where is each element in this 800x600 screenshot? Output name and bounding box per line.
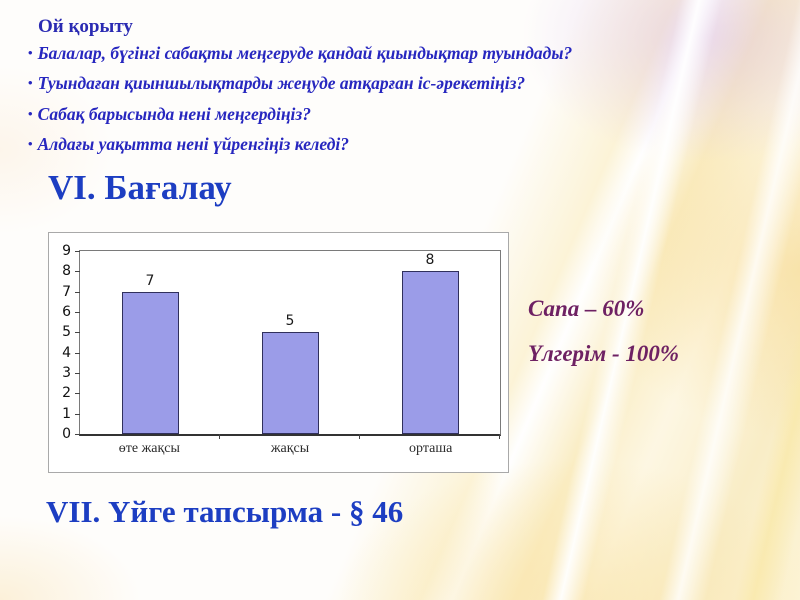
bullet-text: Алдағы уақытта нені үйренгіңіз келеді? bbox=[37, 133, 350, 154]
section-heading-bagalau: VI. Бағалау bbox=[48, 168, 232, 207]
x-category-label: жақсы bbox=[270, 441, 310, 456]
section-heading-homework: VII. Үйге тапсырма - § 46 bbox=[46, 494, 404, 529]
y-tick-label: 8 bbox=[62, 263, 71, 280]
bar bbox=[261, 332, 319, 434]
chart-plot-wrap: 0 1 2 3 4 5 6 7 8 9 7 5 8 bbox=[62, 243, 501, 442]
bar bbox=[121, 291, 179, 434]
y-tick-mark bbox=[75, 271, 80, 273]
y-tick-mark bbox=[75, 413, 80, 415]
bar-value-label: 5 bbox=[285, 313, 295, 330]
y-tick-label: 2 bbox=[62, 385, 71, 402]
bullet-text: Туындаған қиыншылықтарды жеңуде атқарған… bbox=[37, 73, 526, 94]
bullet-icon: • bbox=[28, 135, 33, 151]
y-tick-label: 4 bbox=[62, 344, 71, 361]
x-tick-mark bbox=[499, 434, 500, 439]
y-tick-label: 0 bbox=[62, 426, 71, 442]
y-tick-label: 3 bbox=[62, 365, 71, 382]
bar-group: 7 bbox=[80, 251, 220, 439]
chart-x-axis-labels: өте жақсы жақсы орташа bbox=[79, 441, 501, 457]
bar bbox=[401, 271, 459, 434]
y-tick-mark bbox=[75, 251, 80, 252]
bullet-icon: • bbox=[28, 75, 33, 91]
bar-value-label: 8 bbox=[425, 252, 435, 269]
progress-stat: Үлгерім - 100% bbox=[528, 341, 680, 366]
quality-stat: Сапа – 60% bbox=[528, 296, 645, 321]
y-tick-mark bbox=[75, 332, 80, 334]
bar-group: 5 bbox=[220, 251, 360, 439]
bullet-item: • Сабақ барысында нені меңгердіңіз? bbox=[28, 103, 698, 124]
bullet-text: Балалар, бүгінгі сабақты меңгеруде қанда… bbox=[37, 43, 573, 63]
x-category-label: өте жақсы bbox=[118, 441, 180, 456]
bar-value-label: 7 bbox=[145, 272, 155, 289]
bullet-item: • Балалар, бүгінгі сабақты меңгеруде қанд… bbox=[28, 43, 698, 63]
bullet-text: Сабақ барысында нені меңгердіңіз? bbox=[37, 103, 311, 124]
y-tick-mark bbox=[75, 373, 80, 375]
y-tick-mark bbox=[75, 393, 80, 395]
y-tick-mark bbox=[75, 434, 80, 435]
x-tick-mark bbox=[219, 434, 220, 439]
question-bullet-list: • Балалар, бүгінгі сабақты меңгеруде қанд… bbox=[28, 43, 698, 165]
y-tick-label: 5 bbox=[62, 324, 71, 341]
y-tick-label: 9 bbox=[62, 243, 71, 259]
bullet-item: • Алдағы уақытта нені үйренгіңіз келеді? bbox=[28, 133, 698, 154]
evaluation-bar-chart: 0 1 2 3 4 5 6 7 8 9 7 5 8 өте жақсы жақсы орташа bbox=[48, 232, 509, 473]
bullet-icon: • bbox=[28, 105, 33, 121]
y-tick-mark bbox=[75, 291, 80, 293]
stats-block: Сапа – 60% Үлгерім - 100% bbox=[528, 296, 679, 386]
chart-plot-area: 0 1 2 3 4 5 6 7 8 9 7 5 8 bbox=[62, 243, 501, 442]
y-tick-label: 7 bbox=[62, 283, 71, 300]
y-tick-mark bbox=[75, 312, 80, 314]
y-tick-label: 1 bbox=[62, 405, 71, 422]
y-tick-mark bbox=[75, 352, 80, 354]
bullet-icon: • bbox=[28, 45, 33, 60]
slide-title: Ой қорыту bbox=[38, 16, 133, 37]
bullet-item: • Туындаған қиыншылықтарды жеңуде атқарға… bbox=[28, 74, 698, 93]
x-category-label: орташа bbox=[409, 441, 453, 456]
x-tick-mark bbox=[359, 434, 360, 439]
bar-group: 8 bbox=[360, 251, 500, 439]
y-tick-label: 6 bbox=[62, 304, 71, 321]
